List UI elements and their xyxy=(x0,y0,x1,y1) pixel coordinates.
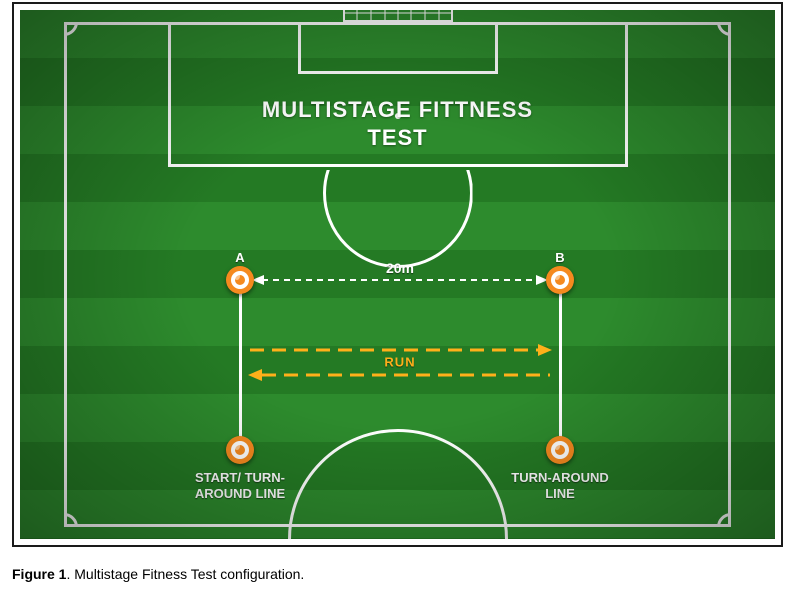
turn-line-label: TURN-AROUNDLINE xyxy=(485,470,635,503)
figure-caption: Figure 1. Multistage Fitness Test config… xyxy=(12,566,304,582)
cone-c-icon xyxy=(224,434,256,466)
start-line-label: START/ TURN-AROUND LINE xyxy=(165,470,315,503)
turn-line xyxy=(559,280,562,450)
corner-arc-br xyxy=(717,513,745,539)
cone-a-label: A xyxy=(235,250,244,265)
corner-arc-tr xyxy=(717,10,745,36)
corner-arc-bl xyxy=(50,513,78,539)
run-label: RUN xyxy=(384,355,415,370)
cone-b-icon xyxy=(544,264,576,296)
goal-icon xyxy=(343,10,453,22)
cone-b-label: B xyxy=(555,250,564,265)
six-yard-box xyxy=(298,22,498,74)
caption-text: . Multistage Fitness Test configuration. xyxy=(66,566,304,582)
cone-a-icon xyxy=(224,264,256,296)
start-line xyxy=(239,280,242,450)
cone-d-icon xyxy=(544,434,576,466)
figure-container: MULTISTAGE FITTNESSTEST 20m A B xyxy=(0,0,795,592)
soccer-field: MULTISTAGE FITTNESSTEST 20m A B xyxy=(20,10,775,539)
field-outer-border: MULTISTAGE FITTNESSTEST 20m A B xyxy=(12,2,783,547)
distance-label: 20m xyxy=(386,260,414,276)
caption-prefix: Figure 1 xyxy=(12,566,66,582)
diagram-title: MULTISTAGE FITTNESSTEST xyxy=(198,96,598,151)
